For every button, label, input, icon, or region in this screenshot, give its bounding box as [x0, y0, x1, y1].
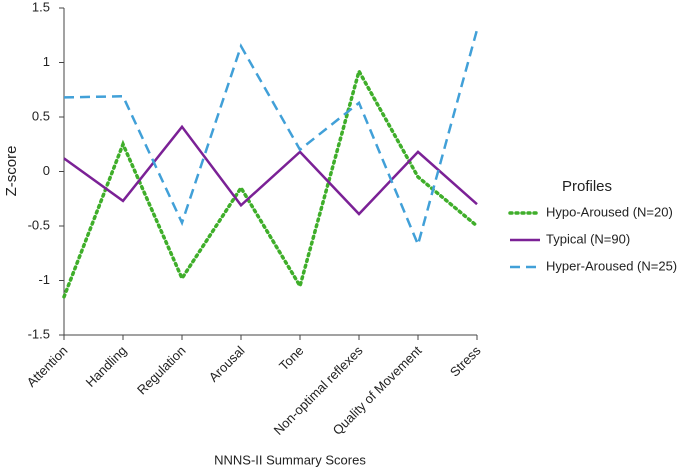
legend-label: Hypo-Aroused (N=20) — [546, 204, 673, 219]
legend-label: Typical (N=90) — [546, 231, 630, 246]
y-tick-label: 1 — [43, 54, 50, 69]
x-tick-label: Stress — [447, 343, 484, 380]
legend-label: Hyper-Aroused (N=25) — [546, 258, 677, 273]
x-tick-label: Arousal — [206, 343, 248, 385]
series-line — [63, 124, 478, 216]
y-tick-label: 0.5 — [32, 108, 50, 123]
x-axis-title: NNNS-II Summary Scores — [214, 452, 366, 467]
x-tick-label: Handling — [83, 343, 130, 390]
series-line — [62, 66, 479, 299]
y-tick-label: -1.5 — [28, 326, 50, 341]
y-axis-title: Z-score — [3, 146, 20, 197]
x-tick-label: Tone — [276, 343, 307, 374]
series-line — [63, 29, 479, 249]
x-tick-label: Regulation — [134, 343, 189, 398]
y-tick-label: -1 — [38, 272, 50, 287]
y-tick-label: 1.5 — [32, 0, 50, 14]
legend-title: Profiles — [562, 178, 612, 195]
y-tick-label: -0.5 — [28, 217, 50, 232]
y-tick-label: 0 — [43, 163, 50, 178]
x-tick-label: Attention — [24, 343, 71, 390]
